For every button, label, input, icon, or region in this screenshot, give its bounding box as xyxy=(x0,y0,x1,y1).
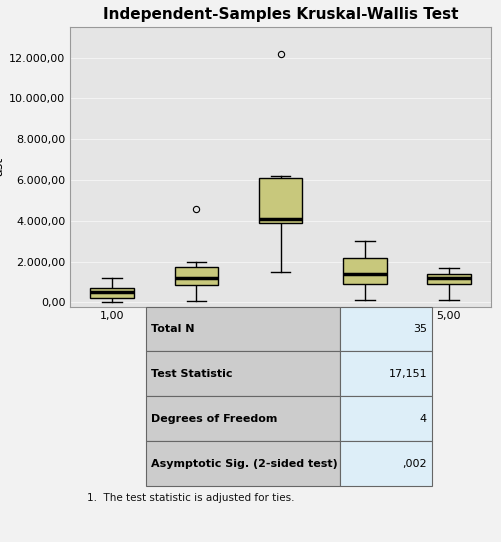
Bar xyxy=(146,352,341,396)
Bar xyxy=(341,307,432,352)
Text: Asymptotic Sig. (2-sided test): Asymptotic Sig. (2-sided test) xyxy=(151,459,338,469)
Text: 1.  The test statistic is adjusted for ties.: 1. The test statistic is adjusted for ti… xyxy=(87,493,295,503)
Bar xyxy=(146,441,341,486)
Bar xyxy=(146,396,341,441)
Bar xyxy=(427,274,471,284)
Title: Independent-Samples Kruskal-Wallis Test: Independent-Samples Kruskal-Wallis Test xyxy=(103,7,458,22)
Y-axis label: ast: ast xyxy=(0,157,5,176)
Bar xyxy=(259,178,303,223)
Bar xyxy=(343,257,387,284)
Bar xyxy=(341,396,432,441)
Text: 35: 35 xyxy=(413,324,427,334)
Bar xyxy=(146,307,341,352)
Text: 17,151: 17,151 xyxy=(388,369,427,379)
Bar xyxy=(174,267,218,285)
Text: Total N: Total N xyxy=(151,324,194,334)
Bar xyxy=(341,352,432,396)
Bar xyxy=(90,288,134,299)
Text: Test Statistic: Test Statistic xyxy=(151,369,232,379)
Bar xyxy=(341,441,432,486)
Text: ,002: ,002 xyxy=(402,459,427,469)
Text: 4: 4 xyxy=(420,414,427,424)
X-axis label: grup: grup xyxy=(264,324,297,337)
Text: Degrees of Freedom: Degrees of Freedom xyxy=(151,414,278,424)
